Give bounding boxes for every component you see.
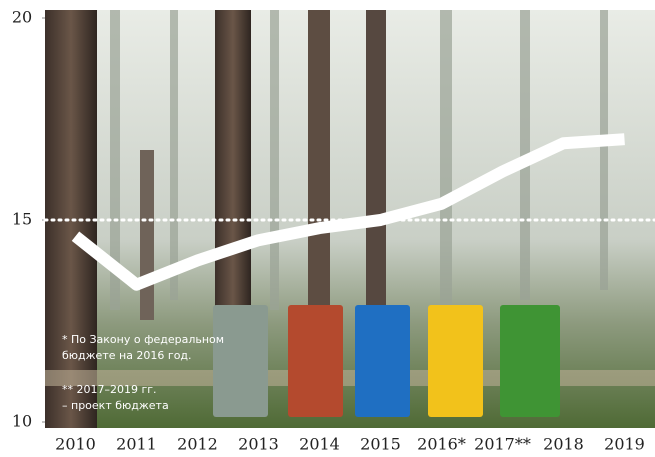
x-tick-label: 2010 <box>55 435 96 454</box>
x-tick-label: 2012 <box>177 435 218 454</box>
y-tick-label: 20 <box>12 8 32 27</box>
x-tick-label: 2019 <box>604 435 645 454</box>
chart: * По Закону о федеральномбюджете на 2016… <box>0 0 655 457</box>
y-tick-label: 10 <box>12 412 32 431</box>
y-tick-label: 15 <box>12 210 32 229</box>
x-tick-label: 2014 <box>299 435 340 454</box>
x-tick-label: 2018 <box>543 435 584 454</box>
x-tick-label: 2011 <box>116 435 157 454</box>
x-tick-label: 2017** <box>474 435 531 454</box>
x-tick-label: 2016* <box>417 435 466 454</box>
x-tick-label: 2013 <box>238 435 279 454</box>
x-tick-label: 2015 <box>360 435 401 454</box>
